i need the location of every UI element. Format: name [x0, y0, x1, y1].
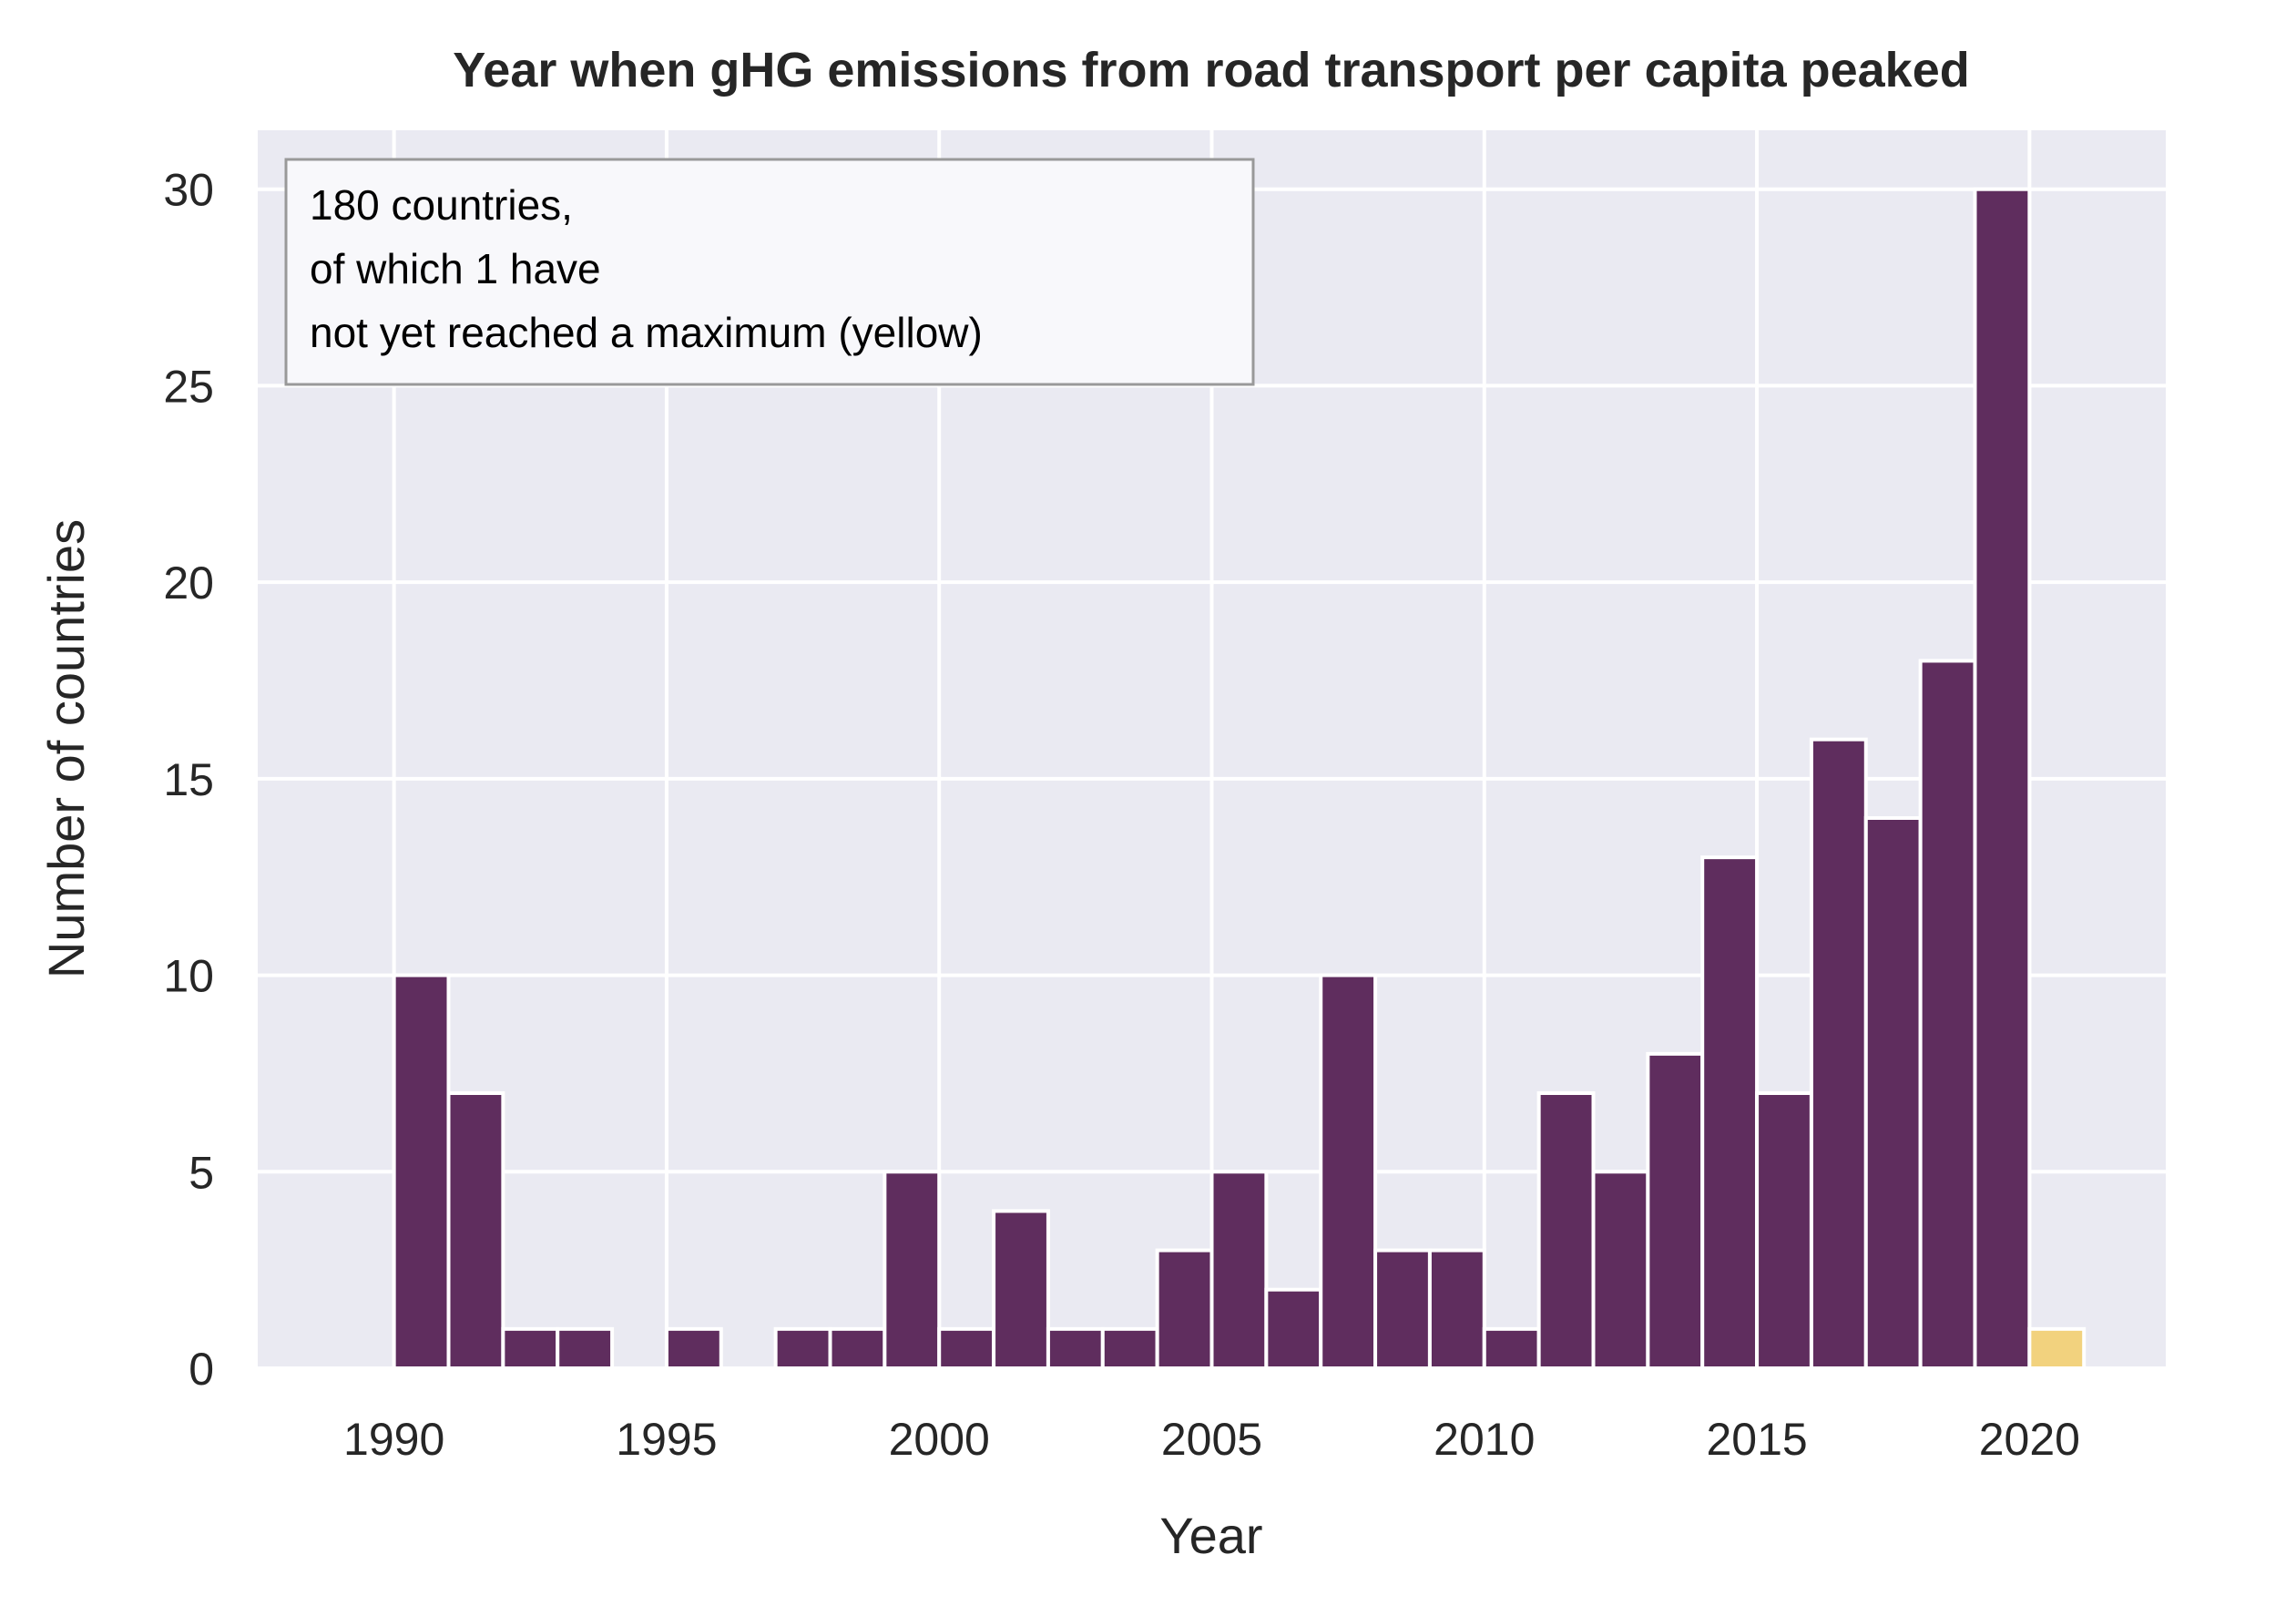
bar-peaked-2007 — [1319, 973, 1378, 1370]
tick-labels: 1990 1995 2000 2005 2010 2015 2020 0 5 10 15 20 25 30 — [163, 165, 2080, 1465]
annotation-line-2: of which 1 have — [310, 245, 601, 292]
bar-peaked-2013 — [1646, 1051, 1705, 1371]
bar-peaked-2014 — [1700, 855, 1760, 1370]
x-tick-label: 1995 — [616, 1414, 717, 1465]
x-tick-label: 2015 — [1706, 1414, 1807, 1465]
x-axis-label: Year — [1159, 1507, 1262, 1564]
annotation-box: 180 countries, of which 1 have not yet r… — [284, 158, 1255, 386]
x-tick-label: 2000 — [889, 1414, 990, 1465]
y-tick-label: 0 — [189, 1344, 214, 1395]
bar-peaked-1991 — [446, 1091, 505, 1370]
bar-peaked-2010 — [1482, 1326, 1541, 1371]
bar-peaked-1995 — [664, 1326, 723, 1371]
bar-peaked-1992 — [501, 1326, 560, 1371]
y-tick-label: 5 — [189, 1147, 214, 1198]
bar-peaked-1993 — [556, 1326, 615, 1371]
bar-peaked-1999 — [883, 1170, 942, 1371]
y-tick-label: 15 — [163, 754, 214, 805]
annotation-line-3: not yet reached a maximum (yellow) — [310, 309, 983, 356]
annotation-line-1: 180 countries, — [310, 181, 573, 229]
bar-peaked-2006 — [1264, 1287, 1323, 1370]
x-tick-label: 1990 — [343, 1414, 444, 1465]
bar-peaked-2012 — [1591, 1170, 1650, 1371]
bar-peaked-1997 — [773, 1326, 832, 1371]
x-tick-label: 2010 — [1434, 1414, 1535, 1465]
bar-peaked-2018 — [1918, 659, 1977, 1370]
y-axis-label: Number of countries — [37, 519, 95, 978]
bar-peaked-2009 — [1427, 1248, 1486, 1370]
bar-not-peaked-2020 — [2027, 1326, 2087, 1371]
x-tick-label: 2005 — [1161, 1414, 1262, 1465]
bar-peaked-2001 — [992, 1209, 1050, 1371]
bar-peaked-2002 — [1046, 1326, 1105, 1371]
y-tick-label: 30 — [163, 165, 214, 216]
bar-peaked-2017 — [1863, 816, 1923, 1370]
x-tick-label: 2020 — [1979, 1414, 2080, 1465]
y-tick-label: 10 — [163, 951, 214, 1002]
bar-peaked-2004 — [1155, 1248, 1214, 1370]
y-tick-label: 25 — [163, 361, 214, 412]
bar-peaked-2011 — [1536, 1091, 1596, 1370]
bar-peaked-2015 — [1755, 1091, 1813, 1370]
bar-peaked-1998 — [828, 1326, 887, 1371]
bar-peaked-1990 — [392, 973, 451, 1370]
bar-peaked-2008 — [1373, 1248, 1432, 1370]
y-tick-label: 20 — [163, 557, 214, 609]
bar-peaked-2003 — [1100, 1326, 1159, 1371]
chart-title: Year when gHG emissions from road transp… — [453, 43, 1969, 97]
annotation-frame — [284, 158, 1255, 386]
bars — [392, 187, 2087, 1371]
bar-peaked-2000 — [937, 1326, 996, 1371]
bar-peaked-2005 — [1209, 1170, 1269, 1371]
bar-peaked-2016 — [1809, 737, 1868, 1370]
bar-peaked-2019 — [1973, 187, 2032, 1371]
